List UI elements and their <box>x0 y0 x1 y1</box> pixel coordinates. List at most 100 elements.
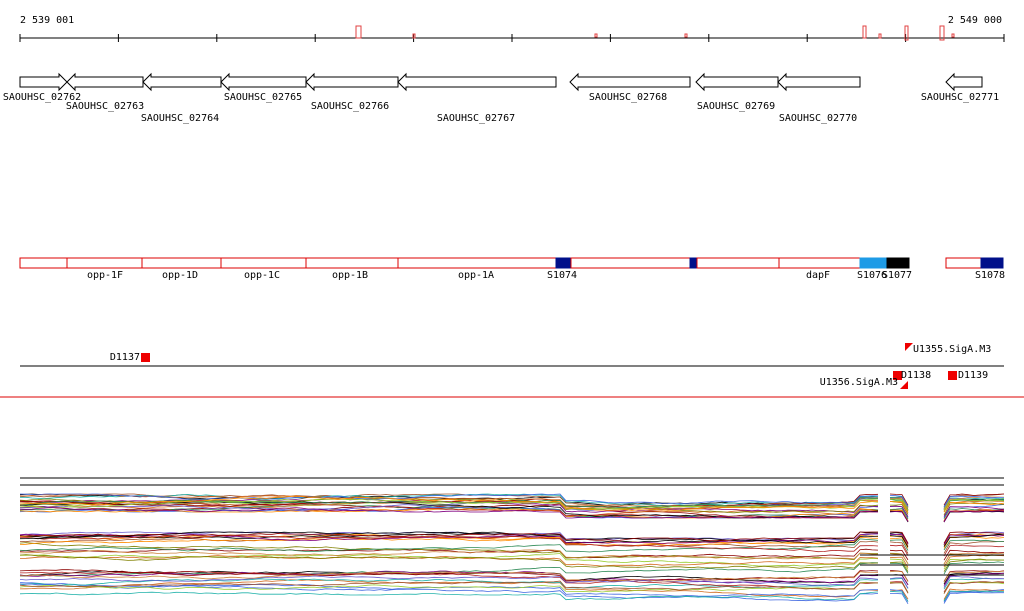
expression-trace <box>943 572 1004 585</box>
gene-arrow <box>777 72 861 92</box>
gene-label: SAOUHSC_02767 <box>437 113 515 124</box>
expression-trace <box>943 591 1004 604</box>
region-box <box>19 257 68 269</box>
expression-trace <box>943 558 1005 572</box>
expression-trace <box>19 507 879 519</box>
region-box <box>689 257 698 269</box>
expression-trace <box>889 537 909 549</box>
expression-trace <box>943 508 1005 519</box>
ruler-marker <box>684 33 688 38</box>
expression-trace <box>889 493 909 506</box>
feature-marker <box>948 371 957 380</box>
region-label: S1076 <box>857 270 887 281</box>
gene-label: SAOUHSC_02763 <box>66 101 144 112</box>
expression-trace <box>943 510 1005 523</box>
region-box <box>305 257 399 269</box>
expression-trace <box>943 544 1005 557</box>
expression-trace <box>889 539 909 551</box>
expression-trace <box>889 511 909 522</box>
expression-trace <box>889 509 909 522</box>
expression-trace <box>19 535 879 547</box>
region-label: opp-1B <box>332 270 368 281</box>
ruler-end: 2 549 000 <box>948 15 1002 26</box>
expression-trace <box>889 535 909 548</box>
expression-trace <box>943 533 1005 547</box>
expression-trace <box>889 508 909 520</box>
gene-arrow <box>569 72 691 92</box>
expression-trace <box>19 591 879 601</box>
gene-label: SAOUHSC_02762 <box>3 92 81 103</box>
expression-trace <box>890 593 909 605</box>
gene-arrow <box>142 72 222 92</box>
region-label: S1077 <box>882 270 912 281</box>
expression-trace <box>19 571 879 582</box>
feature-label: U1355.SigA.M3 <box>913 344 991 355</box>
feature-label: U1356.SigA.M3 <box>820 377 898 388</box>
region-box <box>570 257 691 269</box>
expression-trace <box>943 541 1005 554</box>
region-box <box>555 257 572 269</box>
expression-trace <box>19 578 879 589</box>
region-box <box>696 257 780 269</box>
expression-trace <box>19 493 879 509</box>
expression-trace <box>19 582 879 602</box>
gene-arrow <box>220 72 307 92</box>
region-box <box>66 257 143 269</box>
expression-trace <box>20 531 878 542</box>
region-label: dapF <box>806 270 830 281</box>
gene-arrow <box>945 72 983 92</box>
ruler-marker <box>904 25 909 41</box>
expression-trace <box>19 579 879 598</box>
expression-trace <box>943 570 1005 583</box>
gene-arrow <box>695 72 779 92</box>
gene-arrow <box>397 72 557 92</box>
expression-trace <box>19 500 879 519</box>
expression-trace <box>943 509 1005 522</box>
expression-trace <box>943 496 1005 510</box>
feature-marker <box>900 381 908 389</box>
expression-trace <box>889 582 909 594</box>
region-label: S1078 <box>975 270 1005 281</box>
gene-arrow <box>305 72 399 92</box>
region-box <box>945 257 982 269</box>
ruler-marker <box>594 33 598 38</box>
expression-trace <box>943 495 1004 507</box>
feature-label: D1137 <box>110 352 140 363</box>
gene-arrow <box>19 72 68 92</box>
expression-trace <box>889 553 909 564</box>
expression-trace <box>889 556 909 568</box>
expression-trace <box>943 575 1005 588</box>
expression-trace <box>943 572 1005 586</box>
expression-trace <box>889 498 909 509</box>
ruler-marker <box>939 25 945 41</box>
expression-trace <box>19 549 879 560</box>
region-label: opp-1F <box>87 270 123 281</box>
expression-trace <box>889 570 909 583</box>
expression-trace <box>20 534 879 553</box>
ruler-start: 2 539 001 <box>20 15 74 26</box>
expression-trace <box>943 552 1005 565</box>
expression-trace <box>943 534 1005 545</box>
region-label: opp-1A <box>458 270 494 281</box>
expression-trace <box>943 549 1005 561</box>
expression-trace <box>943 497 1005 508</box>
expression-trace <box>889 544 909 556</box>
gene-label: SAOUHSC_02769 <box>697 101 775 112</box>
expression-trace <box>889 562 909 574</box>
expression-trace <box>889 541 909 554</box>
expression-trace <box>943 501 1005 513</box>
feature-label: D1139 <box>958 370 988 381</box>
expression-trace <box>943 590 1005 602</box>
expression-trace <box>19 498 879 511</box>
gene-label: SAOUHSC_02764 <box>141 113 219 124</box>
feature-marker <box>893 371 902 380</box>
expression-trace <box>943 506 1005 517</box>
gene-label: SAOUHSC_02768 <box>589 92 667 103</box>
expression-trace <box>943 558 1005 570</box>
region-label: opp-1C <box>244 270 280 281</box>
expression-trace <box>889 501 909 513</box>
region-box <box>886 257 910 269</box>
expression-trace <box>19 580 879 591</box>
expression-trace <box>890 504 909 515</box>
